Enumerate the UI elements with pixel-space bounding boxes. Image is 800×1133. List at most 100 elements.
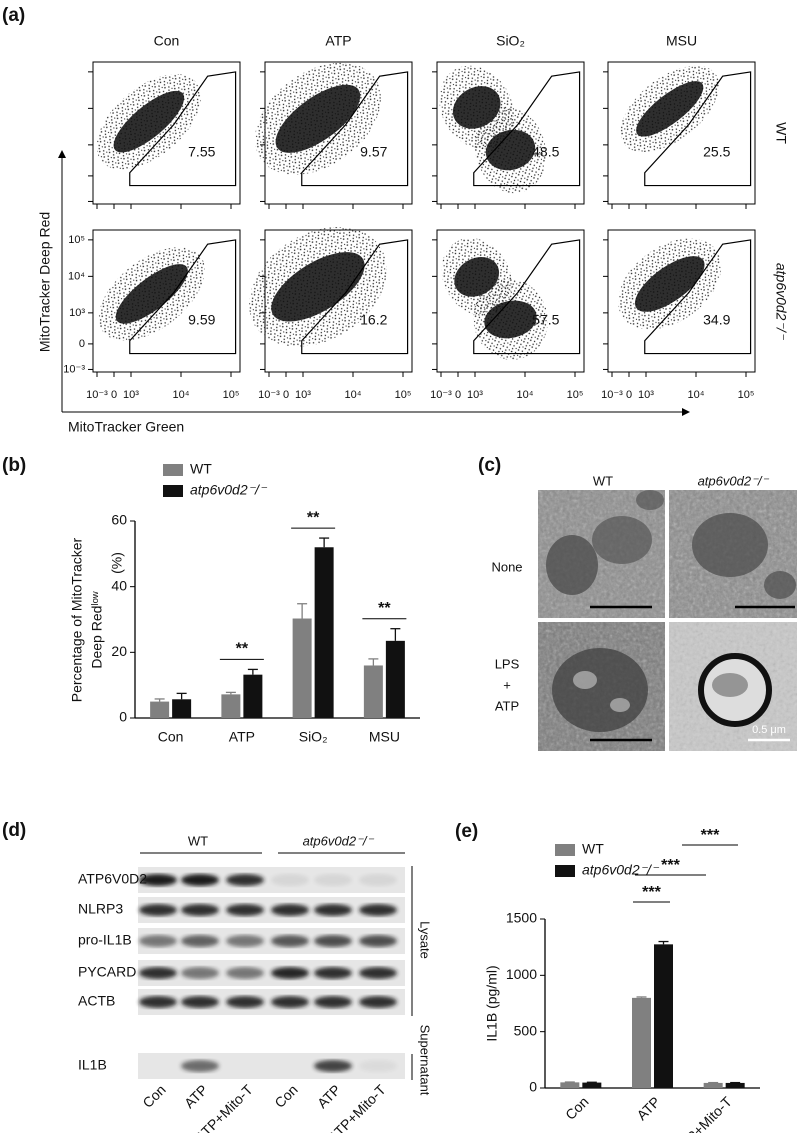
panel-label: (d) (2, 820, 26, 841)
em-row-label: None (491, 559, 522, 574)
blot-band (271, 996, 309, 1008)
fraction-label: Lysate (418, 921, 433, 959)
row-label: atp6v0d2⁻/⁻ (773, 263, 789, 341)
y-tick-label: 0 (529, 1079, 537, 1095)
em-row-label: + (503, 677, 511, 692)
gate (129, 71, 237, 187)
blot-band (226, 996, 264, 1008)
y-tick-label: 1500 (506, 910, 537, 926)
x-tick-label: 10⁵ (738, 389, 755, 401)
bar (172, 699, 192, 718)
lane-label: ATP (181, 1081, 211, 1111)
x-tick-label: 10³ (638, 389, 654, 401)
protein-label: pro-IL1B (78, 932, 132, 948)
em-images (538, 490, 797, 751)
column-label: Con (154, 33, 180, 49)
x-tick-label: SiO₂ (299, 729, 328, 745)
column-label: ATP (325, 33, 351, 49)
y-tick-label: 0 (119, 709, 127, 725)
x-tick-label: ATP+Mito-T (671, 1093, 735, 1133)
gate (644, 71, 752, 187)
protein-label: ATP6V0D2 (78, 871, 147, 887)
gate (301, 71, 409, 187)
legend-swatch (555, 844, 575, 856)
blot-band (359, 904, 397, 916)
bar (560, 1082, 580, 1088)
significance-label: *** (661, 857, 680, 874)
blot-band (181, 904, 219, 916)
panel-label: (c) (478, 455, 501, 476)
blot-band (181, 996, 219, 1008)
blot-band (314, 996, 352, 1008)
y-tick-label: 10⁵ (68, 234, 85, 246)
x-tick-label: 0 (455, 389, 461, 401)
significance-label: ** (236, 641, 249, 658)
blot-band (139, 967, 177, 979)
em-row-label: LPS (495, 656, 520, 671)
y-tick-label: 10⁴ (68, 270, 85, 282)
blot-band (181, 874, 219, 886)
legend-label: WT (582, 841, 604, 857)
lane-label: Con (271, 1081, 300, 1110)
legend-swatch (163, 464, 183, 476)
blot-band (271, 935, 309, 947)
x-tick-label: 0 (283, 389, 289, 401)
event-core (634, 256, 705, 312)
panel-label: (e) (455, 821, 478, 842)
panel-label: (a) (2, 5, 25, 26)
blot-band (139, 996, 177, 1008)
y-tick-label: 1000 (506, 966, 537, 982)
legend-label: WT (190, 461, 212, 477)
blot-band (314, 904, 352, 916)
gate-percentage: 7.55 (188, 144, 215, 160)
fraction-label: Supernatant (418, 1025, 433, 1096)
gate (129, 239, 237, 355)
x-tick-label: 10⁵ (223, 389, 240, 401)
significance-label: ** (307, 509, 320, 526)
x-tick-label: 10⁴ (173, 389, 190, 401)
gate-percentage: 9.57 (360, 144, 387, 160)
significance-label: *** (701, 827, 720, 844)
gate (473, 239, 581, 355)
bar (314, 547, 334, 718)
bar (243, 674, 263, 718)
x-tick-label: 10⁻³ (601, 389, 623, 401)
event-core (484, 300, 537, 339)
gate (301, 239, 409, 355)
em-column-label: WT (593, 473, 613, 488)
blot-band (271, 904, 309, 916)
blot-band (181, 935, 219, 947)
gate-percentage: 48.5 (532, 144, 559, 160)
protein-label: NLRP3 (78, 901, 123, 917)
bar (385, 640, 405, 718)
bar (725, 1082, 745, 1088)
y-tick-label: 40 (111, 577, 127, 593)
bar (150, 701, 170, 718)
lane-label: Con (139, 1081, 168, 1110)
bar (703, 1082, 723, 1088)
x-tick-label: 0 (626, 389, 632, 401)
bar (654, 944, 673, 1088)
x-tick-label: 10⁵ (395, 389, 412, 401)
gate-percentage: 34.9 (703, 312, 730, 328)
scale-bar-label: 0.5 μm (752, 724, 786, 736)
event-core (115, 264, 188, 324)
event-core (636, 81, 704, 137)
y-axis-label: (%) (109, 552, 125, 574)
x-tick-label: 10⁵ (567, 389, 584, 401)
blot-band (181, 967, 219, 979)
blot-band (271, 874, 309, 886)
legend-label: atp6v0d2⁻/⁻ (582, 862, 660, 878)
blot-band (359, 1060, 397, 1072)
x-tick-label: Con (158, 729, 184, 745)
x-tick-label: 10⁴ (688, 389, 705, 401)
significance-label: *** (642, 884, 661, 901)
event-core (113, 90, 185, 153)
column-label: MSU (666, 33, 697, 49)
blot-band (226, 935, 264, 947)
gate-percentage: 57.5 (532, 312, 559, 328)
gate-percentage: 9.59 (188, 312, 215, 328)
event-core (275, 84, 361, 153)
bar (632, 997, 651, 1088)
